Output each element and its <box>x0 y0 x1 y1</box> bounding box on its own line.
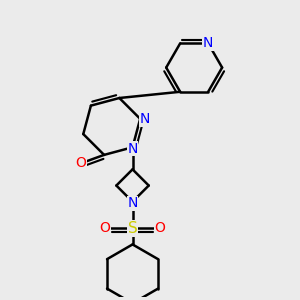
Text: N: N <box>140 112 150 126</box>
Text: N: N <box>203 36 213 50</box>
Text: O: O <box>100 221 111 235</box>
Text: N: N <box>128 196 138 210</box>
Text: O: O <box>154 221 165 235</box>
Text: O: O <box>75 156 86 170</box>
Text: S: S <box>128 221 137 236</box>
Text: N: N <box>128 142 138 156</box>
